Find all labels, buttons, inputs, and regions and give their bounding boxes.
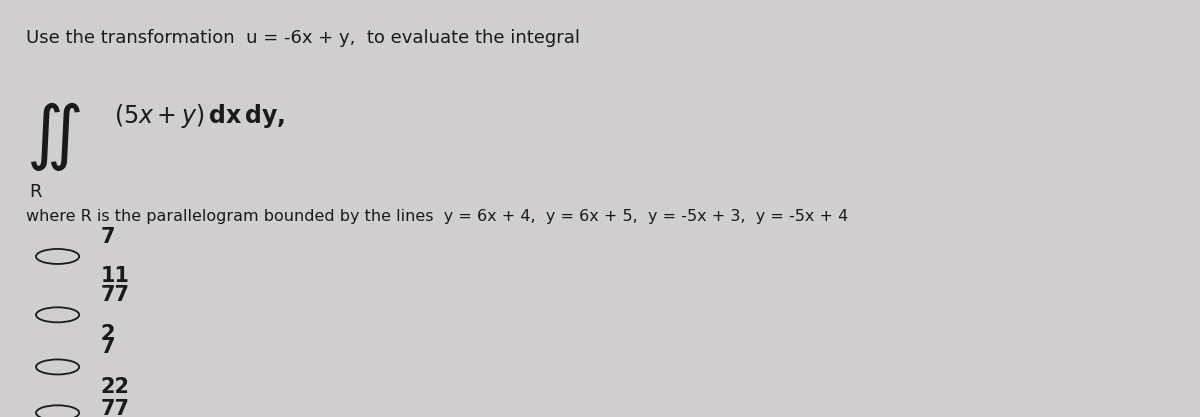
Text: $\int\!\!\int$: $\int\!\!\int$ [26,100,82,173]
Text: Use the transformation  u = -6x + y,  to evaluate the integral: Use the transformation u = -6x + y, to e… [26,29,581,47]
Text: R: R [29,183,41,201]
Text: 7: 7 [101,337,115,357]
Text: 11: 11 [101,266,130,286]
Text: $(5x + y)\,\mathbf{dx\,dy,}$: $(5x + y)\,\mathbf{dx\,dy,}$ [114,102,286,130]
Text: 2: 2 [101,324,115,344]
Text: 77: 77 [101,399,130,417]
Text: 77: 77 [101,285,130,305]
Text: where R is the parallelogram bounded by the lines  y = 6x + 4,  y = 6x + 5,  y =: where R is the parallelogram bounded by … [26,208,848,224]
Text: 7: 7 [101,227,115,247]
Text: 22: 22 [101,377,130,397]
